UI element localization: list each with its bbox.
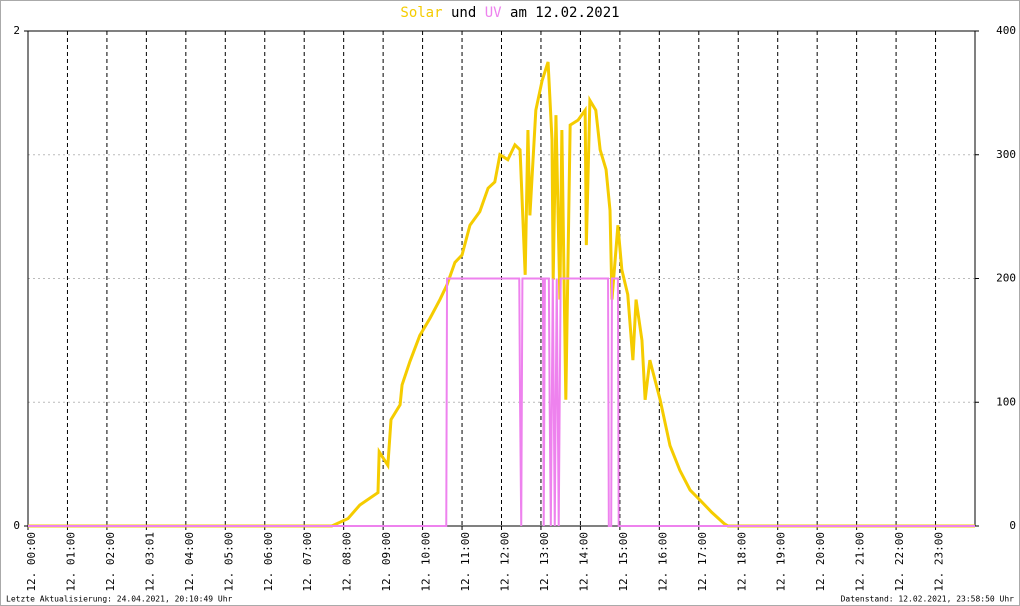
x-tick-label: 12. 09:00 [380, 532, 393, 592]
x-tick-label: 12. 18:00 [735, 532, 748, 592]
x-tick-label: 12. 17:00 [696, 532, 709, 592]
footer-left: Letzte Aktualisierung: 24.04.2021, 20:10… [6, 595, 233, 604]
y2-tick-label: 0 [1009, 519, 1016, 532]
x-tick-label: 12. 08:00 [341, 532, 354, 592]
y2-tick-label: 400 [996, 24, 1016, 37]
x-tick-label: 12. 14:00 [577, 532, 590, 592]
x-tick-label: 12. 01:00 [64, 532, 77, 592]
x-tick-label: 12. 06:00 [262, 532, 275, 592]
x-tick-label: 12. 19:00 [775, 532, 788, 592]
x-tick-label: 12. 23:00 [933, 532, 946, 592]
y2-tick-label: 100 [996, 395, 1016, 408]
plot-border [27, 30, 976, 527]
title-uv: UV [485, 5, 502, 21]
series-line [28, 277, 975, 527]
series-line [28, 61, 975, 528]
x-tick-label: 12. 13:00 [538, 532, 551, 592]
footer-right: Datenstand: 12.02.2021, 23:58:50 Uhr [841, 595, 1015, 604]
x-tick-label: 12. 02:00 [104, 532, 117, 592]
x-tick-label: 12. 04:00 [183, 532, 196, 592]
x-tick-label: 12. 16:00 [656, 532, 669, 592]
x-tick-label: 12. 21:00 [854, 532, 867, 592]
y-tick-label: 0 [13, 519, 20, 532]
title-connector: und [451, 5, 476, 21]
chart-title: Solar und UV am 12.02.2021 [400, 5, 619, 21]
x-tick-label: 12. 03:01 [143, 532, 156, 592]
x-tick-label: 12. 00:00 [25, 532, 38, 592]
x-tick-label: 12. 10:00 [420, 532, 433, 592]
x-tick-label: 12. 15:00 [617, 532, 630, 592]
x-tick-label: 12. 07:00 [301, 532, 314, 592]
y2-tick-label: 300 [996, 148, 1016, 161]
y2-tick-label: 200 [996, 272, 1016, 285]
title-solar: Solar [400, 5, 442, 21]
y-tick-label: 2 [13, 24, 20, 37]
x-tick-label: 12. 11:00 [459, 532, 472, 592]
title-suffix: am 12.02.2021 [510, 5, 620, 21]
x-tick-label: 12. 12:00 [499, 532, 512, 592]
x-tick-label: 12. 20:00 [814, 532, 827, 592]
x-tick-label: 12. 22:00 [893, 532, 906, 592]
x-tick-label: 12. 05:00 [222, 532, 235, 592]
